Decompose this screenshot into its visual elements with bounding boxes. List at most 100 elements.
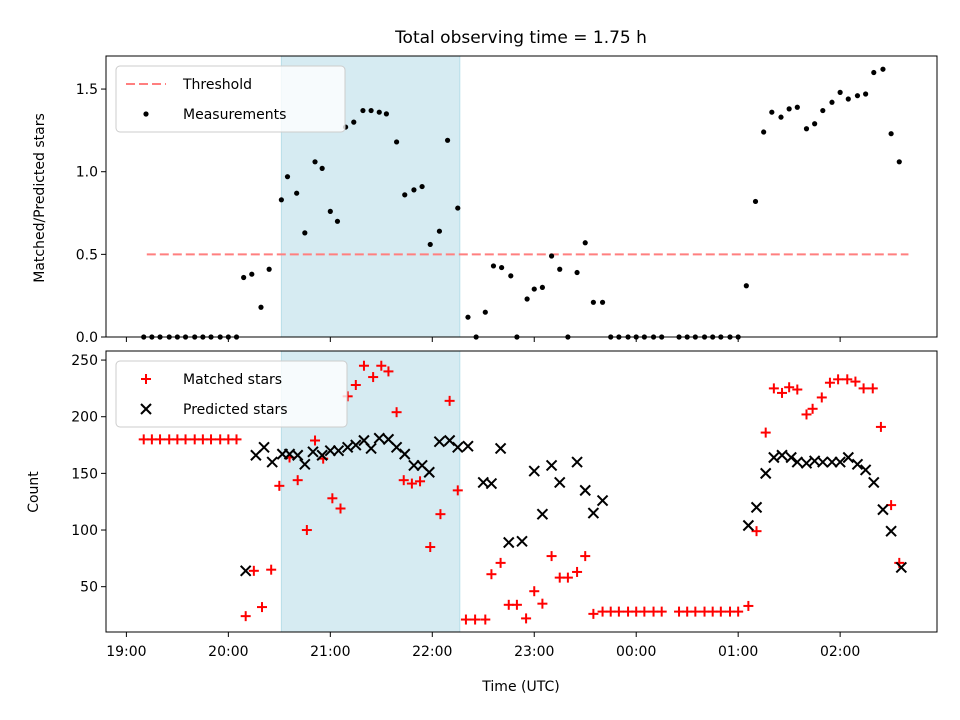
top-plot-frame — [105, 55, 938, 338]
matched-star-point — [792, 384, 803, 395]
matched-star-point — [743, 600, 754, 611]
measurement-point — [319, 165, 325, 171]
measurement-point — [524, 296, 530, 302]
predicted-star-point — [299, 458, 311, 471]
matched-star-point — [850, 376, 861, 387]
matched-star-point — [511, 599, 522, 610]
predicted-star-point — [868, 476, 880, 489]
matched-star-point — [842, 374, 853, 385]
matched-star-point — [768, 383, 779, 394]
predicted-star-point — [545, 459, 558, 472]
measurement-point — [752, 198, 759, 205]
matched-star-point — [639, 606, 650, 617]
matched-star-point — [875, 421, 886, 432]
measurement-point — [360, 107, 366, 114]
matched-star-point — [310, 435, 321, 446]
measurement-point — [455, 205, 461, 211]
predicted-star-point — [239, 565, 252, 577]
matched-star-point — [248, 565, 259, 576]
x-tick-label: 23:00 — [514, 644, 554, 660]
predicted-star-point — [485, 477, 498, 490]
matched-star-point — [733, 606, 744, 617]
legend-predicted-swatch — [140, 403, 152, 415]
predicted-star-point — [365, 442, 377, 455]
matched-star-point — [444, 395, 455, 406]
predicted-star-point — [291, 449, 304, 461]
measurement-point — [829, 99, 835, 105]
x-tick-label: 01:00 — [718, 644, 758, 660]
measurement-point — [761, 129, 767, 135]
matched-star-point — [406, 478, 417, 489]
top-panel: 0.0 0.5 1.0 1.5 Threshold Measurements — [76, 55, 938, 346]
top-legend-box — [115, 65, 346, 133]
predicted-star-point — [851, 458, 864, 471]
top-y-tick-label: 1.0 — [76, 165, 98, 181]
matched-star-point — [521, 613, 532, 624]
predicted-star-point — [433, 435, 446, 448]
chart-title: Total observing time = 1.75 h — [394, 28, 647, 48]
predicted-star-point — [399, 448, 411, 460]
matched-star-point — [807, 403, 818, 414]
matched-star-point — [580, 551, 591, 562]
predicted-star-point — [341, 441, 354, 454]
matched-star-point — [350, 379, 361, 390]
measurement-point — [278, 197, 284, 203]
matched-star-point — [486, 569, 497, 580]
top-y-tick-label: 1.5 — [76, 82, 98, 98]
predicted-star-point — [373, 432, 385, 444]
x-axis-label: Time (UTC) — [481, 679, 559, 695]
bottom-y-tick-label: 250 — [71, 353, 98, 369]
measurement-point — [786, 106, 792, 112]
measurement-point — [427, 241, 433, 248]
matched-star-point — [266, 564, 277, 575]
bottom-panel: 50 100 150 200 250 19:00 20:00 21:00 22:00 23:00 0… — [71, 350, 938, 660]
predicted-star-point — [596, 494, 609, 507]
measurement-point — [769, 109, 775, 115]
matched-star-point — [816, 392, 827, 403]
predicted-star-point — [859, 464, 872, 476]
matched-star-point — [529, 586, 540, 597]
matched-star-point — [376, 360, 387, 371]
measurement-point — [863, 91, 869, 97]
predicted-star-point — [800, 457, 813, 469]
measurement-point — [351, 119, 357, 125]
legend-label: Measurements — [183, 107, 286, 123]
matched-star-point — [383, 366, 394, 377]
predicted-star-point — [579, 484, 591, 497]
matched-star-point — [231, 434, 242, 445]
x-tick-label: 21:00 — [310, 644, 350, 660]
measurement-point — [266, 266, 272, 272]
bottom-legend-box — [115, 360, 348, 428]
matched-star-point — [301, 525, 312, 536]
bottom-y-tick-label: 100 — [71, 523, 98, 539]
measurement-point — [294, 190, 300, 196]
predicted-star-point — [452, 441, 464, 454]
matched-star-point — [155, 434, 166, 445]
matched-star-point — [274, 480, 285, 491]
measurement-point — [812, 121, 818, 127]
measurement-point — [302, 230, 308, 236]
x-tick-label: 20:00 — [208, 644, 248, 660]
predicted-star-point — [826, 456, 838, 468]
measurement-point — [258, 304, 264, 310]
measurement-point — [880, 66, 886, 72]
measurement-point — [837, 89, 843, 95]
top-y-axis-label: Matched/Predicted stars — [32, 113, 48, 283]
matched-star-point — [572, 566, 583, 577]
measurement-point — [419, 183, 425, 190]
matched-star-point — [824, 377, 835, 388]
measurement-point — [896, 159, 902, 165]
bottom-y-axis-label: Count — [26, 471, 42, 513]
predicted-star-point — [817, 456, 829, 468]
bottom-y-tick-label: 150 — [71, 466, 98, 482]
predicted-star-point — [759, 467, 772, 480]
measurement-point — [465, 314, 471, 320]
matched-star-point — [460, 614, 471, 625]
measurement-point — [508, 273, 514, 279]
measurement-point — [599, 299, 606, 305]
matched-star-point — [858, 383, 869, 394]
measurement-point — [539, 284, 546, 291]
top-y-tick-label: 0.0 — [76, 330, 98, 346]
predicted-star-point — [494, 442, 507, 455]
matched-star-point — [546, 551, 557, 562]
